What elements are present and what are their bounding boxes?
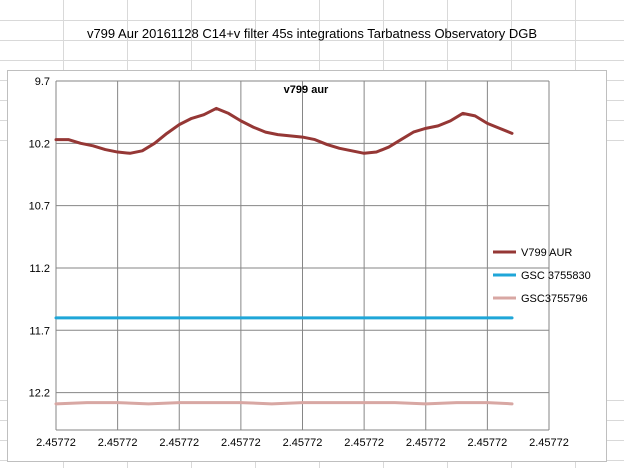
y-tick-label: 11.7	[29, 325, 50, 337]
series-lines	[54, 106, 514, 406]
y-tick-label: 10.2	[29, 138, 50, 150]
x-tick-label: 2.45772	[159, 437, 199, 449]
y-tick-label: 9.7	[35, 76, 50, 88]
chart-title: v799 aur	[284, 84, 329, 96]
y-axis-tick-labels: 9.7 10.2 10.7 11.2 11.7 12.2	[29, 76, 50, 400]
y-tick-label: 12.2	[29, 388, 50, 400]
legend-label: GSC3755796	[521, 293, 588, 305]
x-tick-label: 2.45772	[406, 437, 446, 449]
x-tick-label: 2.45772	[98, 437, 138, 449]
x-axis-tick-labels: 2.45772 2.45772 2.45772 2.45772 2.45772 2.457…	[36, 437, 569, 449]
legend-label: V799 AUR	[521, 247, 572, 259]
sheet-title: v799 Aur 20161128 C14+v filter 45s integ…	[86, 26, 538, 41]
x-tick-label: 2.45772	[221, 437, 261, 449]
chart-svg: 9.710.210.711.211.712.2 2.45772 2.45772 2.…	[29, 76, 591, 449]
x-tick-label: 2.45772	[283, 437, 323, 449]
series-line-0	[54, 106, 514, 155]
x-tick-label: 2.45772	[36, 437, 76, 449]
x-tick-label: 2.45772	[467, 437, 507, 449]
x-tick-label: 2.45772	[529, 437, 569, 449]
vertical-gridlines	[55, 81, 550, 431]
legend-label: GSC 3755830	[521, 270, 591, 282]
chart-area[interactable]: 9.7 10.2 10.7 11.2 11.7 12.2 2.45772 2.45772 2.…	[7, 70, 607, 462]
x-tick-label: 2.45772	[344, 437, 384, 449]
y-tick-label: 11.2	[29, 263, 50, 275]
series-line-2	[54, 401, 514, 406]
y-tick-label: 10.7	[29, 201, 50, 213]
legend: V799 AUR GSC 3755830 GSC3755796	[493, 247, 591, 305]
